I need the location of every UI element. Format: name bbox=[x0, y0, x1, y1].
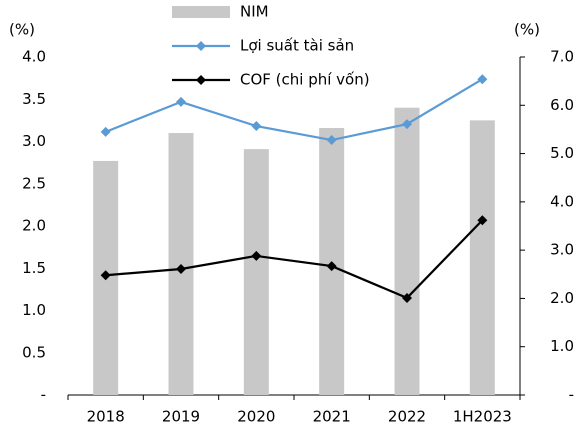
y2-tick-label: 2.0 bbox=[550, 289, 574, 307]
y-tick-label: 1.0 bbox=[22, 301, 46, 319]
legend-swatch bbox=[172, 6, 230, 18]
x-tick-label: 2021 bbox=[313, 408, 351, 426]
y2-tick-label: 3.0 bbox=[550, 241, 574, 259]
marker bbox=[176, 96, 186, 107]
line bbox=[105, 78, 483, 142]
x-tick-label: 2018 bbox=[87, 408, 125, 426]
marker bbox=[100, 126, 111, 137]
y-tick-label: - bbox=[41, 386, 46, 404]
bar bbox=[469, 120, 495, 395]
marker bbox=[326, 135, 337, 146]
legend-label: Lợi suất tài sản bbox=[240, 37, 354, 55]
y-tick-label: 1.5 bbox=[22, 259, 46, 277]
x-tick-label: 2020 bbox=[237, 408, 275, 426]
y-tick-label: 3.0 bbox=[22, 132, 46, 150]
marker bbox=[100, 270, 111, 281]
y2-tick-label: - bbox=[569, 386, 574, 404]
marker bbox=[402, 119, 412, 130]
y2-tick-label: 6.0 bbox=[550, 96, 574, 114]
y-axis-label: (%) bbox=[9, 21, 35, 39]
x-tick-label: 2019 bbox=[162, 408, 200, 426]
y2-tick-label: 4.0 bbox=[550, 192, 574, 210]
marker bbox=[477, 215, 488, 226]
y2-tick-label: 7.0 bbox=[550, 48, 574, 66]
marker bbox=[402, 292, 412, 303]
legend-label: NIM bbox=[240, 3, 269, 21]
y-tick-label: 2.5 bbox=[22, 174, 46, 192]
y2-tick-label: 5.0 bbox=[550, 144, 574, 162]
y2-tick-label: 1.0 bbox=[550, 337, 574, 355]
y-tick-label: 2.0 bbox=[22, 217, 46, 235]
legend-marker bbox=[196, 75, 206, 85]
marker bbox=[477, 74, 488, 85]
marker bbox=[251, 250, 262, 261]
legend-marker bbox=[196, 41, 206, 51]
bar bbox=[394, 107, 420, 395]
x-tick-label: 2022 bbox=[388, 408, 426, 426]
legend-label: COF (chi phí vốn) bbox=[240, 71, 370, 89]
y2-axis-label: (%) bbox=[514, 21, 540, 39]
marker bbox=[326, 261, 337, 272]
y-tick-label: 4.0 bbox=[22, 48, 46, 66]
x-tick-label: 1H2023 bbox=[453, 408, 512, 426]
bar bbox=[243, 149, 269, 395]
y-tick-label: 3.5 bbox=[22, 90, 46, 108]
y-tick-label: 0.5 bbox=[22, 343, 46, 361]
line bbox=[105, 219, 484, 300]
marker bbox=[176, 263, 186, 274]
marker bbox=[251, 121, 262, 132]
